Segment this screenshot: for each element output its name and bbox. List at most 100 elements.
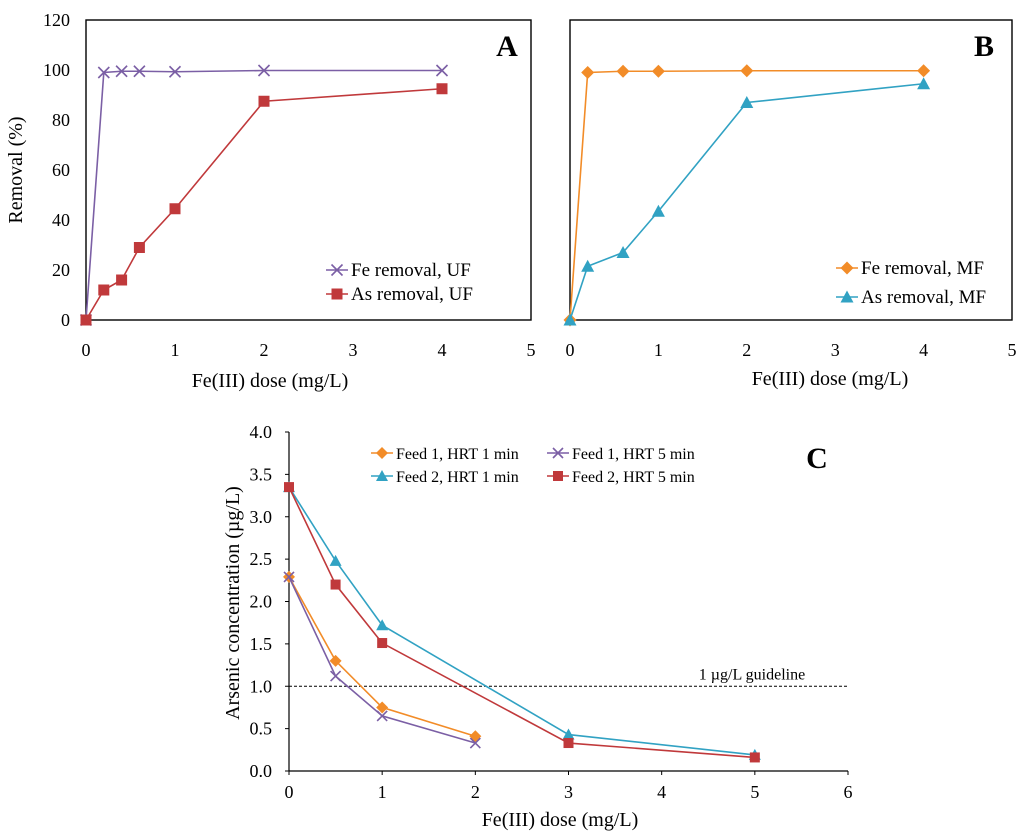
panel-a-x-axis-title: Fe(III) dose (mg/L)	[192, 370, 349, 392]
panel-c-series-2-point	[469, 737, 481, 749]
panel-b-series-2-point	[581, 259, 595, 272]
panel-c-x-tick-label: 1	[378, 782, 387, 802]
panel-c-legend-marker	[553, 471, 563, 481]
panel-b-x-tick-label: 1	[654, 340, 663, 360]
panel-b-legend-label: As removal, MF	[861, 287, 986, 308]
panel-c-y-tick-label: 4.0	[250, 422, 273, 442]
panel-c-series-1-point	[469, 730, 482, 743]
panel-b-legend-marker	[840, 290, 854, 303]
panel-b-letter: B	[974, 30, 994, 63]
panel-a-legend-label: Fe removal, UF	[351, 260, 471, 281]
panel-c-x-tick-label: 5	[750, 782, 759, 802]
panel-a-legend-label: As removal, UF	[351, 284, 473, 305]
panel-c-x-tick-label: 6	[844, 782, 853, 802]
panel-b-series-2-point	[563, 313, 577, 326]
panel-a-x-tick-label: 1	[171, 340, 180, 360]
panel-a-series-1-point	[257, 64, 271, 77]
panel-a-series-2-point	[116, 274, 128, 286]
panel-a-series-1-point	[435, 64, 449, 77]
panel-c-x-tick-label: 4	[657, 782, 666, 802]
panel-b-series-2-point	[616, 246, 630, 258]
panel-c-y-tick-label: 1.5	[250, 634, 273, 654]
panel-a-series-1-point	[97, 66, 110, 79]
panel-b-series-1-line	[569, 69, 924, 321]
panel-c-y-tick-label: 1.0	[250, 676, 273, 696]
panel-a-series-2-point	[258, 95, 270, 107]
panel-c-series-2-point	[330, 670, 342, 682]
panel-b-legend-label: Fe removal, MF	[861, 258, 984, 279]
panel-a-legend-marker	[330, 263, 344, 277]
panel-c-legend-label: Feed 2, HRT 5 min	[572, 469, 695, 486]
panel-c-legend-marker	[376, 447, 388, 459]
panel-a-series-2-point	[98, 284, 110, 296]
panel-b-series-2-point	[651, 204, 665, 217]
panel-b-series-2-line	[569, 82, 924, 321]
panel-c-series-3-line	[288, 486, 755, 756]
panel-a-y-axis-title: Removal (%)	[5, 116, 27, 223]
panel-c-y-axis-title: Arsenic concentration (µg/L)	[222, 486, 244, 720]
panel-a-y-tick-label: 120	[43, 10, 70, 30]
panel-b-series-1-point	[740, 64, 754, 78]
panel-c-series-4-point	[377, 638, 388, 649]
panel-a-series-1-point	[133, 65, 146, 78]
panel-a-x-tick-label: 3	[349, 340, 358, 360]
panel-b-x-axis-title: Fe(III) dose (mg/L)	[752, 368, 909, 390]
panel-c-series-2-line	[288, 576, 476, 744]
panel-a-x-tick-label: 0	[82, 340, 91, 360]
panel-c-series-1-point	[329, 654, 342, 667]
panel-c-series-3-point	[376, 619, 389, 631]
panel-b-series-1-point	[616, 64, 630, 78]
panel-b-series-1-point	[917, 64, 931, 78]
panel-c-series-3-point	[562, 728, 575, 740]
panel-a-series-2-point	[169, 203, 181, 215]
panel-a-y-tick-label: 0	[61, 310, 70, 330]
panel-b-legend-marker	[840, 261, 854, 275]
panel-a-frame	[85, 19, 532, 321]
panel-a-x-tick-label: 5	[527, 340, 536, 360]
panel-c-x-tick-label: 2	[471, 782, 480, 802]
panel-c-series-4-line	[288, 486, 755, 759]
panel-a-series-1-point	[115, 65, 128, 78]
panel-a-series-2-point	[133, 242, 145, 253]
panel-c-series-4-point	[330, 579, 341, 590]
panel-c-y-tick-label: 3.5	[250, 464, 273, 484]
panel-a-y-tick-label: 80	[52, 110, 70, 130]
panel-c-y-tick-label: 0.5	[250, 719, 273, 739]
panel-c-series-4-point	[749, 752, 760, 763]
panel-c-legend-label: Feed 1, HRT 1 min	[396, 446, 519, 463]
panel-a-x-tick-label: 4	[438, 340, 447, 360]
panel-a-series-1-point	[168, 65, 182, 78]
panel-b-x-tick-label: 2	[742, 340, 751, 360]
panel-a-series-1-line	[85, 69, 442, 321]
panel-c-legend-label: Feed 1, HRT 5 min	[572, 446, 695, 463]
panel-c-series-4-point	[563, 738, 574, 749]
panel-a-y-tick-label: 40	[52, 210, 70, 230]
panel-a-legend-marker	[331, 288, 343, 300]
panel-b-series-1-point	[651, 64, 665, 78]
panel-c-series-2-point	[283, 571, 295, 583]
panel-c-y-tick-label: 0.0	[250, 761, 273, 781]
panel-c-x-tick-label: 3	[564, 782, 573, 802]
panel-c-legend-label: Feed 2, HRT 1 min	[396, 469, 519, 486]
panel-b-frame	[569, 19, 1013, 321]
panel-c-series-4-point	[284, 482, 294, 493]
panel-c-series-2-point	[376, 710, 388, 722]
panel-c-legend-marker	[376, 470, 388, 481]
panel-a-y-tick-label: 60	[52, 160, 70, 180]
panel-a-y-tick-label: 20	[52, 260, 70, 280]
panel-c-x-tick-label: 0	[285, 782, 294, 802]
panel-a-series-2-point	[436, 83, 448, 95]
panel-c-guideline-label: 1 µg/L guideline	[699, 666, 805, 683]
panel-c-series-1-point	[376, 701, 389, 714]
panel-b-x-tick-label: 5	[1008, 340, 1016, 360]
panel-c-y-tick-label: 3.0	[250, 507, 273, 527]
panel-b-x-tick-label: 4	[919, 340, 928, 360]
panel-c-letter: C	[806, 442, 828, 475]
panel-a-x-tick-label: 2	[260, 340, 269, 360]
panel-b-x-tick-label: 0	[566, 340, 575, 360]
panel-c-series-1-line	[288, 576, 476, 738]
panel-b-series-2-point	[917, 77, 931, 90]
panel-b-x-tick-label: 3	[831, 340, 840, 360]
panel-b-series-1-point	[581, 66, 595, 79]
panel-c-x-axis-title: Fe(III) dose (mg/L)	[482, 809, 639, 831]
